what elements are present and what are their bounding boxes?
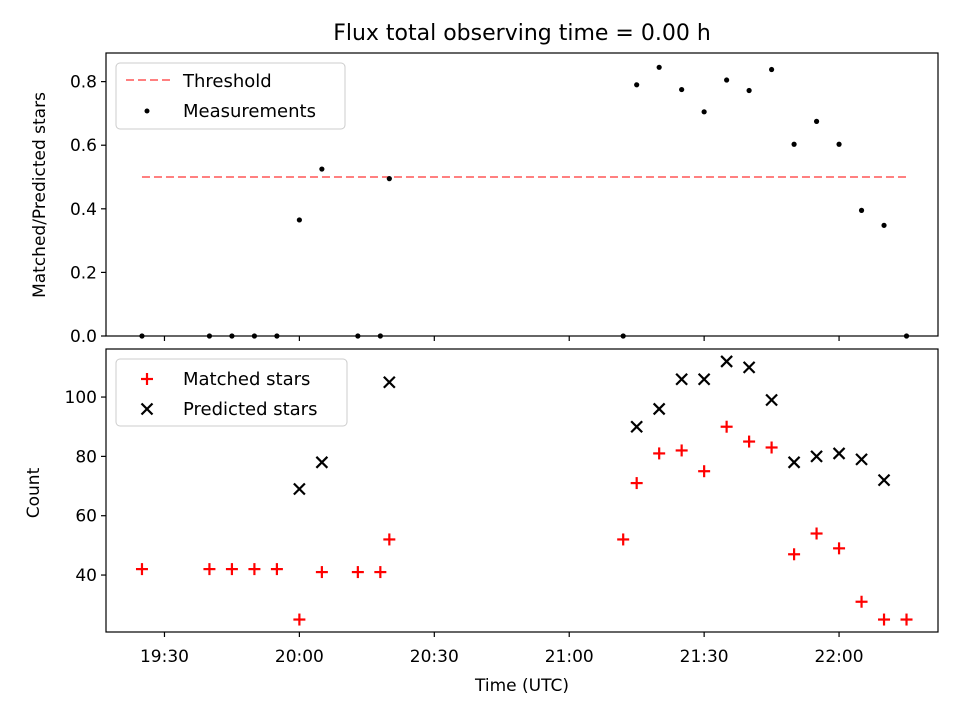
measurement-point: [858, 207, 865, 213]
y-tick-label: 0.2: [70, 263, 97, 283]
x-tick-label: 20:00: [275, 647, 324, 667]
matched-stars-point: [810, 527, 823, 540]
matched-stars-point: [270, 563, 283, 576]
measurement-point: [746, 87, 752, 94]
predicted-stars-point: [652, 402, 666, 416]
measurement-point: [296, 217, 302, 223]
matched-stars-point: [351, 566, 364, 579]
measurement-point: [813, 118, 820, 124]
measurement-point: [139, 333, 145, 339]
predicted-stars-point: [855, 453, 868, 466]
y-tick-label: 0.4: [70, 200, 97, 220]
count-legend: Matched stars Predicted stars: [115, 358, 348, 427]
predicted-stars-point: [630, 420, 643, 433]
legend-measurements-label: Measurements: [183, 101, 316, 122]
chart-title: Flux total observing time = 0.00 h: [333, 21, 711, 46]
matched-stars-point: [383, 533, 396, 546]
measurement-point: [881, 222, 887, 228]
measurement-point: [656, 64, 662, 70]
ratio-legend: Threshold Measurements: [115, 62, 346, 130]
measurement-point: [620, 333, 626, 339]
measurement-point: [229, 333, 235, 339]
predicted-stars-point: [675, 372, 688, 386]
legend-plus-marker: [141, 373, 153, 385]
matched-stars-point: [788, 548, 801, 561]
measurement-point: [251, 333, 258, 339]
count-panel: 40 60 80 100 19:30 20:00 20:30 21:00 21:30 22:00…: [24, 348, 939, 696]
x-tick-label: 20:30: [410, 647, 459, 667]
matched-stars-point: [374, 566, 387, 579]
matched-stars-point: [630, 477, 643, 490]
legend-matched-label: Matched stars: [183, 369, 310, 390]
predicted-stars-point: [742, 361, 756, 374]
matched-stars-point: [878, 613, 891, 626]
measurement-point: [836, 141, 842, 147]
matched-stars-point: [900, 613, 913, 626]
measurement-point: [319, 166, 325, 172]
predicted-stars-point: [810, 450, 823, 463]
measurement-point: [679, 86, 685, 93]
y-tick-label: 0.6: [70, 136, 97, 156]
measurement-point: [634, 82, 640, 88]
predicted-stars-point: [383, 375, 396, 389]
matched-stars-point: [293, 613, 306, 626]
ratio-panel: 0.00.20.40.60.8 Matched/Predicted stars …: [30, 52, 939, 347]
y-tick-label: 0.8: [70, 73, 97, 93]
measurement-point: [377, 333, 383, 339]
matched-stars-point: [617, 533, 630, 546]
predicted-stars-point: [697, 372, 711, 386]
matched-stars-point: [135, 563, 148, 576]
y-tick-label: 100: [65, 388, 97, 408]
y-tick-label: 80: [75, 447, 97, 467]
measurement-point: [791, 141, 797, 147]
predicted-stars-point: [720, 355, 733, 368]
legend-x-marker: [140, 402, 154, 416]
ratio-y-axis-label: Matched/Predicted stars: [30, 92, 50, 298]
measurement-point: [724, 77, 730, 83]
predicted-stars-point: [832, 447, 846, 460]
x-tick-label: 22:00: [815, 647, 864, 667]
matched-stars-point: [833, 542, 846, 555]
measurement-point: [769, 66, 775, 73]
legend-threshold-label: Threshold: [182, 71, 272, 92]
measurement-point: [206, 333, 213, 339]
x-tick-label: 19:30: [140, 647, 189, 667]
legend-predicted-label: Predicted stars: [183, 399, 317, 420]
matched-stars-point: [653, 447, 666, 460]
predicted-stars-point: [787, 456, 801, 469]
matched-stars-point: [698, 465, 711, 478]
matched-stars-point: [743, 435, 756, 448]
matched-stars-point: [203, 563, 216, 576]
y-tick-label: 0.0: [70, 327, 97, 347]
x-tick-label: 21:00: [545, 647, 594, 667]
measurement-point: [386, 176, 392, 182]
predicted-stars-point: [315, 456, 329, 469]
matched-stars-point: [315, 566, 328, 579]
measurement-point: [274, 333, 280, 339]
matched-stars-point: [720, 420, 733, 433]
x-axis-label: Time (UTC): [474, 676, 569, 696]
y-tick-label: 40: [75, 566, 97, 586]
predicted-stars-point: [877, 473, 891, 487]
count-y-axis-label: Count: [24, 467, 44, 518]
legend-predicted-swatch: [140, 402, 154, 416]
predicted-stars-point: [293, 482, 306, 496]
measurement-point: [355, 333, 361, 339]
matched-stars-point: [675, 444, 688, 457]
matched-stars-point: [225, 563, 238, 576]
x-tick-label: 21:30: [680, 647, 729, 667]
y-tick-label: 60: [75, 507, 97, 527]
matched-stars-point: [855, 595, 868, 608]
measurement-point: [701, 109, 707, 115]
matched-stars-point: [248, 563, 261, 576]
matched-stars-point: [765, 441, 778, 454]
predicted-stars-point: [765, 393, 778, 407]
legend-matched-swatch: [141, 373, 153, 385]
measurement-point: [903, 333, 910, 339]
legend-measurements-swatch: [144, 108, 150, 114]
